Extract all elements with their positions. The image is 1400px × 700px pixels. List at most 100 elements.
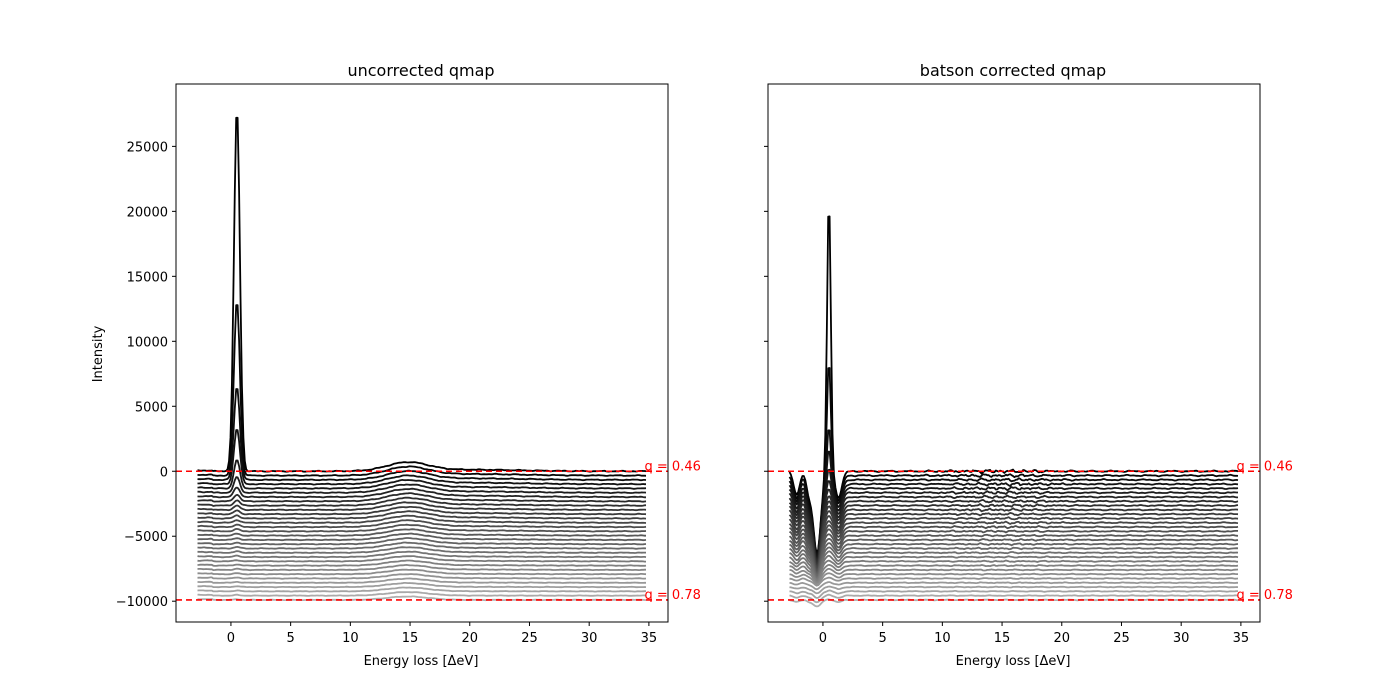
x-tick-label: 15 [402, 631, 419, 646]
spectrum-line [789, 546, 1239, 577]
x-ticks: 0 5 10 15 20 25 30 35 [227, 622, 657, 646]
y-tick-label: −5000 [124, 530, 168, 545]
x-tick-label: 5 [879, 631, 887, 646]
spectrum-line [788, 533, 1239, 574]
spectrum-line [197, 555, 646, 563]
spectrum-line [789, 564, 1239, 583]
y-tick-label: 15000 [127, 270, 168, 285]
x-tick-label: 35 [1233, 631, 1250, 646]
spectrum-line [788, 480, 1238, 561]
x-axis-label: Energy loss [ΔeV] [956, 654, 1071, 669]
spectrum-line [197, 304, 647, 477]
spectrum-line [197, 505, 647, 516]
x-tick-label: 15 [994, 631, 1011, 646]
spectra-series [788, 215, 1239, 608]
reference-line-label: q = 0.46 [645, 459, 701, 474]
spectrum-line [197, 496, 647, 507]
x-tick-label: 25 [1113, 631, 1130, 646]
spectrum-line [197, 573, 647, 580]
spectrum-line [197, 564, 646, 572]
spectrum-line [197, 582, 647, 589]
spectrum-line [197, 429, 646, 486]
spectrum-line [789, 568, 1239, 584]
reference-line-label: q = 0.78 [1237, 588, 1293, 603]
x-tick-label: 25 [521, 631, 538, 646]
reference-lines: q = 0.46 q = 0.78 [768, 459, 1293, 603]
x-tick-label: 30 [1173, 631, 1190, 646]
spectrum-line [788, 450, 1239, 558]
spectrum-line [788, 524, 1239, 571]
axes-frame [175, 83, 669, 623]
spectrum-line [789, 572, 1238, 585]
spectrum-line [197, 537, 647, 546]
x-tick-label: 35 [641, 631, 658, 646]
spectrum-line [789, 593, 1239, 604]
spectrum-line [789, 581, 1238, 591]
spectrum-line [788, 468, 1239, 560]
axes-title: uncorrected qmap [347, 61, 494, 80]
spectrum-line [197, 546, 646, 554]
x-tick-label: 0 [819, 631, 827, 646]
spectrum-line [788, 515, 1239, 569]
spectrum-line [788, 500, 1239, 565]
spectrum-line [197, 591, 647, 597]
spectrum-line [197, 514, 647, 524]
spectrum-line [197, 523, 647, 533]
spectrum-line [789, 554, 1239, 580]
x-tick-label: 20 [461, 631, 478, 646]
spectrum-line [789, 576, 1239, 587]
axes-title: batson corrected qmap [920, 61, 1106, 80]
y-tick-label: 5000 [135, 400, 168, 415]
spectrum-line [197, 559, 647, 567]
spectrum-line [197, 532, 647, 542]
y-tick-label: 20000 [127, 205, 168, 220]
axes-uncorrected-qmap: uncorrected qmap Energy loss [ΔeV] Inten… [91, 61, 701, 669]
spectrum-line [789, 542, 1239, 576]
spectrum-line [789, 550, 1239, 579]
y-tick-label: −10000 [116, 595, 168, 610]
spectrum-line [197, 519, 647, 529]
axes-batson-corrected-qmap: batson corrected qmap Energy loss [ΔeV] … [764, 61, 1293, 669]
x-tick-label: 10 [342, 631, 359, 646]
spectrum-line [788, 528, 1238, 573]
spectrum-line [788, 505, 1239, 566]
spectrum-line [788, 520, 1239, 569]
spectrum-line [197, 577, 646, 584]
spectrum-line [789, 589, 1238, 599]
x-ticks: 0 5 10 15 20 25 30 35 [819, 622, 1249, 646]
x-tick-label: 10 [934, 631, 951, 646]
spectrum-line [197, 528, 646, 537]
spectrum-line [197, 492, 647, 503]
spectrum-line [788, 495, 1239, 563]
spectrum-line [197, 486, 646, 499]
y-tick-label: 10000 [127, 335, 168, 350]
spectrum-line [788, 429, 1239, 557]
axes-frame [767, 83, 1261, 623]
spectrum-line [197, 388, 647, 482]
y-ticks: −10000 −5000 0 5000 10000 15000 20000 25000 [116, 140, 176, 610]
spectrum-line [788, 488, 1238, 562]
spectrum-line [789, 585, 1239, 595]
spectra-series [197, 116, 647, 602]
spectrum-line [197, 459, 647, 490]
x-tick-label: 0 [227, 631, 235, 646]
spectrum-line [197, 541, 647, 550]
x-tick-label: 5 [287, 631, 295, 646]
spectrum-line [197, 586, 646, 593]
y-ticks [764, 145, 768, 602]
spectrum-line [789, 538, 1239, 575]
y-tick-label: 0 [160, 465, 168, 480]
reference-line-label: q = 0.46 [1237, 459, 1293, 474]
x-axis-label: Energy loss [ΔeV] [364, 654, 479, 669]
spectrum-line [788, 510, 1239, 568]
spectrum-line [197, 501, 647, 512]
spectrum-line [788, 367, 1239, 556]
spectrum-line [789, 559, 1239, 581]
reference-line-label: q = 0.78 [645, 588, 701, 603]
spectrum-line [197, 568, 647, 576]
y-tick-label: 25000 [127, 140, 168, 155]
y-axis-label: Intensity [91, 325, 106, 382]
spectrum-line [197, 510, 647, 520]
x-tick-label: 20 [1053, 631, 1070, 646]
